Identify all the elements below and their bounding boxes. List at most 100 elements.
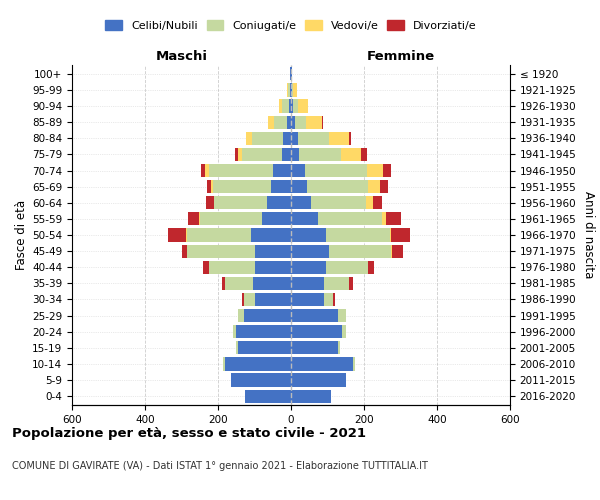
- Bar: [245, 390, 291, 402]
- Bar: [290, 68, 291, 80]
- Bar: [267, 196, 291, 209]
- Bar: [291, 293, 335, 306]
- Bar: [278, 100, 291, 112]
- Bar: [236, 325, 291, 338]
- Bar: [287, 116, 291, 129]
- Bar: [207, 180, 291, 194]
- Bar: [291, 196, 373, 209]
- Bar: [233, 325, 291, 338]
- Bar: [247, 132, 291, 145]
- Bar: [211, 180, 291, 194]
- Bar: [233, 325, 291, 338]
- Bar: [291, 164, 383, 177]
- Bar: [244, 293, 291, 306]
- Bar: [291, 84, 293, 96]
- Bar: [291, 116, 323, 129]
- Bar: [254, 244, 291, 258]
- Bar: [291, 309, 346, 322]
- Bar: [291, 358, 355, 370]
- Bar: [209, 164, 291, 177]
- Bar: [291, 68, 292, 80]
- Bar: [291, 390, 331, 402]
- Bar: [291, 325, 346, 338]
- Bar: [291, 84, 292, 96]
- Bar: [291, 260, 326, 274]
- Bar: [291, 374, 346, 386]
- Bar: [244, 293, 291, 306]
- Bar: [291, 390, 331, 402]
- Bar: [291, 148, 361, 161]
- Bar: [214, 196, 291, 209]
- Bar: [287, 84, 291, 96]
- Bar: [291, 212, 401, 226]
- Bar: [291, 341, 340, 354]
- Bar: [231, 374, 291, 386]
- Bar: [289, 100, 291, 112]
- Bar: [291, 212, 386, 226]
- Bar: [231, 374, 291, 386]
- Bar: [168, 228, 291, 241]
- Bar: [291, 132, 351, 145]
- Bar: [291, 374, 346, 386]
- Bar: [290, 68, 291, 80]
- Bar: [291, 260, 368, 274]
- Bar: [291, 325, 346, 338]
- Bar: [291, 196, 311, 209]
- Bar: [290, 68, 291, 80]
- Bar: [291, 390, 331, 402]
- Bar: [233, 325, 291, 338]
- Bar: [238, 341, 291, 354]
- Bar: [291, 116, 295, 129]
- Bar: [291, 164, 367, 177]
- Bar: [203, 260, 291, 274]
- Bar: [238, 309, 291, 322]
- Bar: [238, 148, 291, 161]
- Bar: [199, 212, 291, 226]
- Bar: [273, 164, 291, 177]
- Text: Femmine: Femmine: [367, 50, 434, 62]
- Bar: [291, 180, 380, 194]
- Bar: [209, 260, 291, 274]
- Y-axis label: Fasce di età: Fasce di età: [15, 200, 28, 270]
- Bar: [253, 276, 291, 290]
- Bar: [291, 244, 329, 258]
- Bar: [242, 148, 291, 161]
- Bar: [291, 260, 368, 274]
- Bar: [245, 390, 291, 402]
- Text: Popolazione per età, sesso e stato civile - 2021: Popolazione per età, sesso e stato civil…: [12, 428, 366, 440]
- Bar: [274, 116, 291, 129]
- Bar: [238, 309, 291, 322]
- Bar: [251, 228, 291, 241]
- Bar: [268, 116, 291, 129]
- Bar: [252, 132, 291, 145]
- Bar: [291, 100, 308, 112]
- Bar: [291, 228, 389, 241]
- Bar: [291, 276, 324, 290]
- Bar: [291, 212, 319, 226]
- Bar: [254, 260, 291, 274]
- Bar: [221, 276, 291, 290]
- Bar: [291, 116, 305, 129]
- Bar: [291, 148, 367, 161]
- Bar: [291, 358, 353, 370]
- Bar: [291, 68, 292, 80]
- Bar: [291, 390, 331, 402]
- Bar: [291, 293, 333, 306]
- Bar: [238, 309, 291, 322]
- Legend: Celibi/Nubili, Coniugati/e, Vedovi/e, Divorziati/e: Celibi/Nubili, Coniugati/e, Vedovi/e, Di…: [101, 16, 481, 36]
- Bar: [291, 180, 388, 194]
- Bar: [187, 244, 291, 258]
- Bar: [291, 341, 340, 354]
- Text: COMUNE DI GAVIRATE (VA) - Dati ISTAT 1° gennaio 2021 - Elaborazione TUTTITALIA.I: COMUNE DI GAVIRATE (VA) - Dati ISTAT 1° …: [12, 461, 428, 471]
- Bar: [291, 228, 326, 241]
- Bar: [291, 68, 292, 80]
- Bar: [291, 196, 382, 209]
- Bar: [291, 148, 299, 161]
- Bar: [282, 148, 291, 161]
- Bar: [186, 228, 291, 241]
- Bar: [242, 293, 291, 306]
- Bar: [187, 244, 291, 258]
- Bar: [291, 293, 324, 306]
- Bar: [291, 84, 297, 96]
- Bar: [236, 341, 291, 354]
